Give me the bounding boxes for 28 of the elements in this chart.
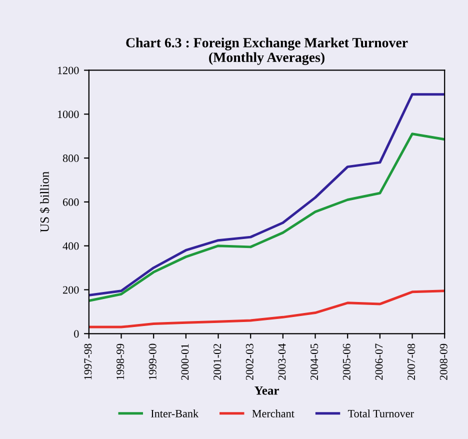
x-tick-label: 2007-08 xyxy=(408,344,416,380)
y-tick-label: 800 xyxy=(62,154,79,162)
y-tick-label: 0 xyxy=(74,330,79,338)
x-tick-label: 2005-06 xyxy=(342,344,350,380)
line-series xyxy=(88,132,445,302)
line-series xyxy=(88,93,445,296)
y-tick-label: 600 xyxy=(63,198,79,206)
legend-label: Merchant xyxy=(252,410,294,418)
y-axis-title: US $ billion xyxy=(40,172,50,232)
x-tick-label: 1997-98 xyxy=(84,344,92,380)
x-tick-label: 2001-02 xyxy=(214,344,222,380)
y-tick-label: 1000 xyxy=(58,110,79,118)
legend-label: Total Turnover xyxy=(348,410,414,418)
y-tick-label: 400 xyxy=(62,242,79,250)
x-tick-label: 2003-04 xyxy=(278,344,286,380)
legend-label: Inter-Bank xyxy=(151,410,199,418)
y-tick-label: 1200 xyxy=(58,66,79,74)
line-series xyxy=(88,290,445,328)
x-axis-title: Year xyxy=(254,386,279,395)
y-tick-label: 200 xyxy=(63,286,79,294)
x-tick-label: 2002-03 xyxy=(246,344,254,380)
x-tick-label: 2008-09 xyxy=(440,344,448,380)
x-tick-label: 1999-00 xyxy=(148,344,156,380)
x-tick-label: 1998-99 xyxy=(116,344,124,380)
x-tick-label: 2000-01 xyxy=(181,344,189,380)
chart-title: Chart 6.3 : Foreign Exchange Market Turnover (Monthly Averages) xyxy=(126,38,408,65)
x-tick-label: 2006-07 xyxy=(375,344,383,380)
x-tick-label: 2004-05 xyxy=(310,344,318,380)
